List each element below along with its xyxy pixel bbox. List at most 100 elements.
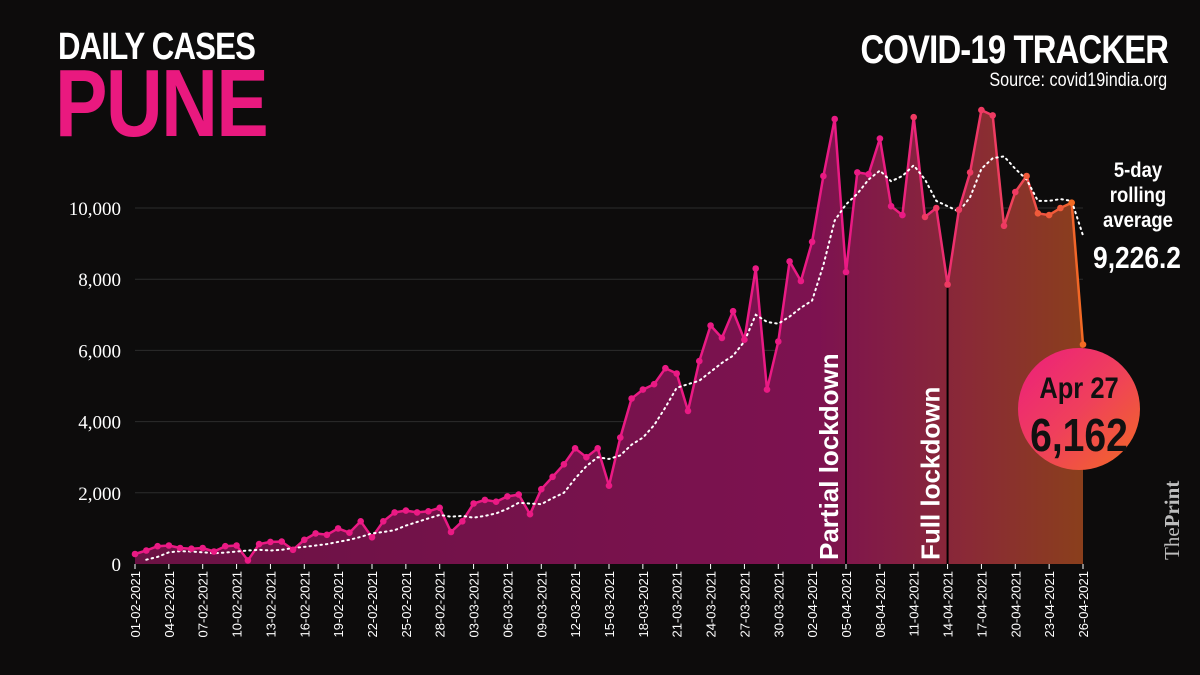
daily-point [560,461,568,468]
daily-point [504,493,511,500]
daily-point [989,112,996,119]
daily-point [1068,199,1075,206]
chart-subtitle: DAILY CASES [58,26,256,68]
daily-point [887,202,895,210]
daily-point [436,504,444,512]
x-tick-label: 13-02-2021 [263,571,278,638]
daily-point [944,281,951,288]
x-tick-label: 12-03-2021 [568,571,583,638]
daily-point [368,534,376,541]
daily-point [921,213,929,221]
x-tick-label: 04-02-2021 [162,571,177,638]
y-tick-label: 10,000 [69,199,121,220]
x-tick-label: 05-04-2021 [839,571,854,638]
x-tick-label: 09-03-2021 [534,571,549,638]
daily-point [639,386,647,393]
daily-point [978,106,985,114]
daily-point [323,531,331,539]
y-axis: 0 2,000 4,000 6,000 8,000 10,000 [69,199,121,576]
x-tick-label: 27-03-2021 [737,571,752,638]
x-tick-label: 14-04-2021 [941,571,956,638]
daily-point [1000,222,1008,230]
x-tick-label: 18-03-2021 [636,571,651,638]
daily-point [492,498,500,506]
daily-point [650,380,658,388]
daily-point [797,277,805,285]
x-tick-label: 28-02-2021 [433,571,448,638]
daily-point [696,357,703,365]
daily-point [515,491,522,498]
daily-point [955,206,963,214]
daily-point [278,538,286,545]
daily-point [752,265,759,272]
daily-point [481,496,489,504]
daily-point [718,334,726,342]
x-tick-label: 01-02-2021 [128,571,143,638]
daily-point [413,509,421,516]
daily-point [583,453,590,461]
daily-point [933,204,940,212]
x-tick-label: 06-03-2021 [500,571,515,638]
daily-point [594,445,601,452]
daily-point [1045,211,1053,219]
daily-point [538,485,545,493]
daily-point [763,386,771,393]
rolling-average-line [145,155,1084,561]
x-tick-label: 11-04-2021 [907,571,922,637]
daily-point [188,545,195,552]
daily-point [549,473,556,481]
x-tick-label: 10-02-2021 [230,571,245,638]
daily-point [842,268,850,276]
city-title: PUNE [55,50,269,157]
daily-point [391,509,398,516]
daily-point [865,170,872,178]
x-tick-label: 07-02-2021 [196,571,211,638]
x-tick-label: 22-02-2021 [365,571,380,638]
x-tick-label: 24-03-2021 [704,571,719,638]
daily-point [470,500,477,507]
daily-point [662,364,669,372]
daily-point [775,338,782,345]
daily-point [707,322,714,329]
daily-point [1057,204,1064,212]
x-tick-label: 25-02-2021 [399,571,414,638]
daily-point [210,548,218,555]
daily-point [786,258,793,265]
daily-point [1079,341,1087,348]
lockdown-label: Full lockdown [916,387,946,560]
latest-callout-circle [1018,348,1140,470]
daily-point [617,434,624,441]
x-tick-label: 19-02-2021 [331,571,346,638]
daily-point [143,547,150,554]
x-tick-label: 15-03-2021 [602,571,617,638]
x-tick-label: 02-04-2021 [805,571,820,638]
latest-date: Apr 27 [1039,372,1119,405]
x-tick-label: 03-03-2021 [467,571,482,638]
x-tick-label: 26-04-2021 [1076,571,1091,638]
daily-point [526,510,534,518]
daily-point [334,525,342,532]
daily-point [741,336,748,344]
x-tick-label: 17-04-2021 [974,571,989,638]
daily-point [831,115,838,123]
daily-point [684,407,692,415]
y-tick-label: 6,000 [78,341,121,362]
daily-point [402,507,410,514]
daily-point [808,238,816,246]
daily-point [854,169,861,176]
daily-point [244,557,252,564]
x-tick-label: 08-04-2021 [873,571,888,638]
source-note: Source: covid19india.org [989,70,1167,91]
daily-point [1034,210,1042,217]
y-tick-label: 2,000 [78,484,121,505]
daily-point [1012,188,1019,196]
x-tick-label: 21-03-2021 [670,571,685,638]
lockdown-annotations: Partial lockdown Full lockdown [814,272,949,564]
daily-point [131,550,139,558]
daily-point [312,530,319,537]
x-tick-label: 20-04-2021 [1008,571,1023,638]
daily-point [628,395,635,402]
daily-point [165,542,173,549]
brand-logo: ThePrint [1160,480,1184,560]
